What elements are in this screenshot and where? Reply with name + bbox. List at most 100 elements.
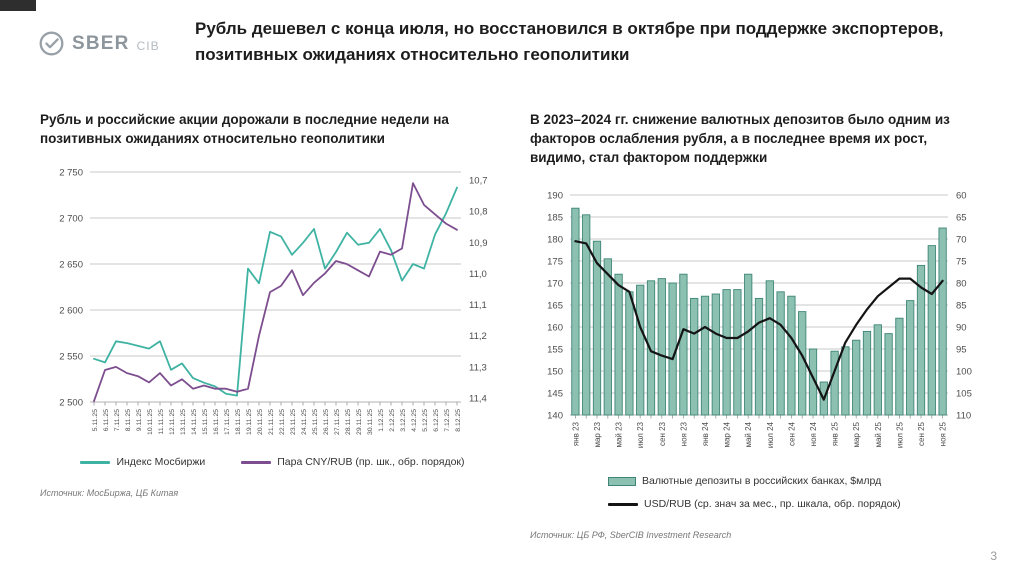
svg-text:мар 24: мар 24 (723, 422, 732, 448)
svg-text:170: 170 (547, 279, 563, 290)
right-chart-source: Источник: ЦБ РФ, SberCIB Investment Rese… (530, 530, 732, 541)
svg-text:8.12.25: 8.12.25 (455, 409, 462, 432)
svg-text:75: 75 (956, 257, 967, 268)
svg-text:11,0: 11,0 (469, 269, 487, 280)
svg-text:8.11.25: 8.11.25 (125, 409, 132, 431)
line-swatch (80, 460, 111, 464)
left-chart-panel: Рубль и российские акции дорожали в посл… (40, 110, 505, 498)
svg-text:июл 25: июл 25 (895, 422, 904, 449)
svg-text:сен 23: сен 23 (658, 422, 667, 447)
svg-text:110: 110 (956, 411, 971, 422)
legend-item: Валютные депозиты в российских банках, $… (608, 475, 881, 487)
svg-text:13.11.25: 13.11.25 (180, 409, 187, 435)
svg-text:11,3: 11,3 (469, 363, 487, 374)
logo-brand-text: SBER (72, 32, 130, 54)
svg-text:20.11.25: 20.11.25 (257, 409, 264, 435)
svg-text:5.12.25: 5.12.25 (422, 409, 429, 432)
grid-and-axes: 2 750 2 700 2 650 2 600 2 550 2 500 10,7 10,8 10… (59, 168, 487, 409)
line-swatch (608, 502, 638, 506)
svg-text:160: 160 (547, 323, 563, 334)
svg-text:11,4: 11,4 (469, 394, 487, 405)
svg-text:65: 65 (956, 213, 967, 224)
svg-text:25.11.25: 25.11.25 (312, 409, 319, 435)
right-chart-panel: В 2023–2024 гг. снижение валютных депози… (530, 110, 995, 540)
svg-text:30.11.25: 30.11.25 (367, 409, 374, 435)
svg-text:16.11.25: 16.11.25 (213, 409, 220, 435)
legend-label: USD/RUB (ср. знач за мес., пр. шкала, об… (644, 498, 901, 511)
svg-text:2 700: 2 700 (59, 214, 83, 225)
line-swatch (241, 460, 272, 464)
svg-text:27.11.25: 27.11.25 (334, 409, 341, 435)
svg-text:23.11.25: 23.11.25 (290, 409, 297, 435)
right-chart-title: В 2023–2024 гг. снижение валютных депози… (530, 112, 950, 166)
svg-text:июл 23: июл 23 (636, 422, 645, 449)
svg-text:155: 155 (547, 345, 563, 356)
screen-capture-artifact (0, 0, 36, 11)
x-axis-labels: 5.11.25 6.11.25 7.11.25 8.11.25 9.11.25 10.11… (92, 402, 462, 435)
svg-text:12.11.25: 12.11.25 (169, 409, 176, 435)
svg-text:11,1: 11,1 (469, 300, 487, 311)
svg-text:ноя 25: ноя 25 (939, 422, 948, 447)
slide-title: Рубль дешевел с конца июля, но восстанов… (195, 19, 944, 64)
svg-text:июл 24: июл 24 (766, 422, 775, 449)
svg-text:4.12.25: 4.12.25 (411, 409, 418, 432)
right-chart-legend: Валютные депозиты в российских банках, $… (530, 475, 995, 510)
svg-text:105: 105 (956, 389, 972, 400)
svg-text:14.11.25: 14.11.25 (191, 409, 198, 435)
check-circle-icon (38, 30, 65, 57)
page-number: 3 (990, 549, 997, 563)
svg-text:7.11.25: 7.11.25 (114, 409, 121, 431)
logo-suffix-text: CIB (136, 39, 160, 53)
svg-text:150: 150 (547, 367, 563, 378)
svg-text:май 25: май 25 (874, 422, 883, 448)
svg-text:2 550: 2 550 (59, 352, 83, 363)
svg-text:180: 180 (547, 235, 563, 246)
svg-text:сен 25: сен 25 (917, 422, 926, 447)
svg-text:175: 175 (547, 257, 563, 268)
svg-text:15.11.25: 15.11.25 (202, 409, 209, 435)
svg-text:2 750: 2 750 (59, 168, 83, 179)
svg-text:6.12.25: 6.12.25 (433, 409, 440, 432)
svg-text:сен 24: сен 24 (787, 422, 796, 447)
svg-text:9.11.25: 9.11.25 (136, 409, 143, 431)
x-axis-labels: янв 23 мар 23 май 23 июл 23 сен 23 ноя 23 янв … (571, 415, 948, 449)
svg-text:2.12.25: 2.12.25 (389, 409, 396, 432)
legend-item: USD/RUB (ср. знач за мес., пр. шкала, об… (608, 498, 901, 510)
svg-text:мар 25: мар 25 (852, 422, 861, 448)
svg-text:19.11.25: 19.11.25 (246, 409, 253, 435)
svg-text:29.11.25: 29.11.25 (356, 409, 363, 435)
svg-text:22.11.25: 22.11.25 (279, 409, 286, 435)
svg-text:26.11.25: 26.11.25 (323, 409, 330, 435)
svg-text:10.11.25: 10.11.25 (147, 409, 154, 435)
legend-label: Индекс Мосбиржи (116, 456, 206, 469)
svg-text:мар 23: мар 23 (593, 422, 602, 448)
svg-text:10,9: 10,9 (469, 238, 488, 249)
line-series (574, 240, 944, 402)
svg-text:ноя 23: ноя 23 (679, 422, 688, 447)
svg-text:17.11.25: 17.11.25 (224, 409, 231, 435)
svg-text:190: 190 (547, 191, 563, 202)
svg-text:2 500: 2 500 (59, 398, 83, 409)
svg-text:2 650: 2 650 (59, 260, 83, 271)
svg-text:60: 60 (956, 191, 967, 202)
svg-text:5.11.25: 5.11.25 (92, 409, 99, 431)
svg-text:165: 165 (547, 301, 563, 312)
svg-text:90: 90 (956, 323, 967, 334)
svg-text:85: 85 (956, 301, 967, 312)
fx-deposits-usdrub-chart: 190 185 180 175 170 165 160 155 150 145 140 60 65 70 7… (547, 191, 972, 449)
line-series (93, 187, 458, 397)
svg-text:ноя 24: ноя 24 (809, 422, 818, 447)
legend-item: Индекс Мосбиржи (80, 456, 205, 468)
svg-text:18.11.25: 18.11.25 (235, 409, 242, 435)
svg-text:24.11.25: 24.11.25 (301, 409, 308, 435)
svg-text:май 24: май 24 (744, 422, 753, 448)
line-series (93, 182, 458, 403)
svg-text:185: 185 (547, 213, 563, 224)
svg-text:28.11.25: 28.11.25 (345, 409, 352, 435)
left-chart-source: Источник: МосБиржа, ЦБ Китая (40, 488, 179, 499)
legend-label: Пара CNY/RUB (пр. шк., обр. порядок) (277, 456, 465, 469)
svg-text:140: 140 (547, 411, 563, 422)
moex-index-cnyrub-chart: 2 750 2 700 2 650 2 600 2 550 2 500 10,7 10,8 10… (59, 168, 487, 435)
svg-text:7.12.25: 7.12.25 (444, 409, 451, 432)
